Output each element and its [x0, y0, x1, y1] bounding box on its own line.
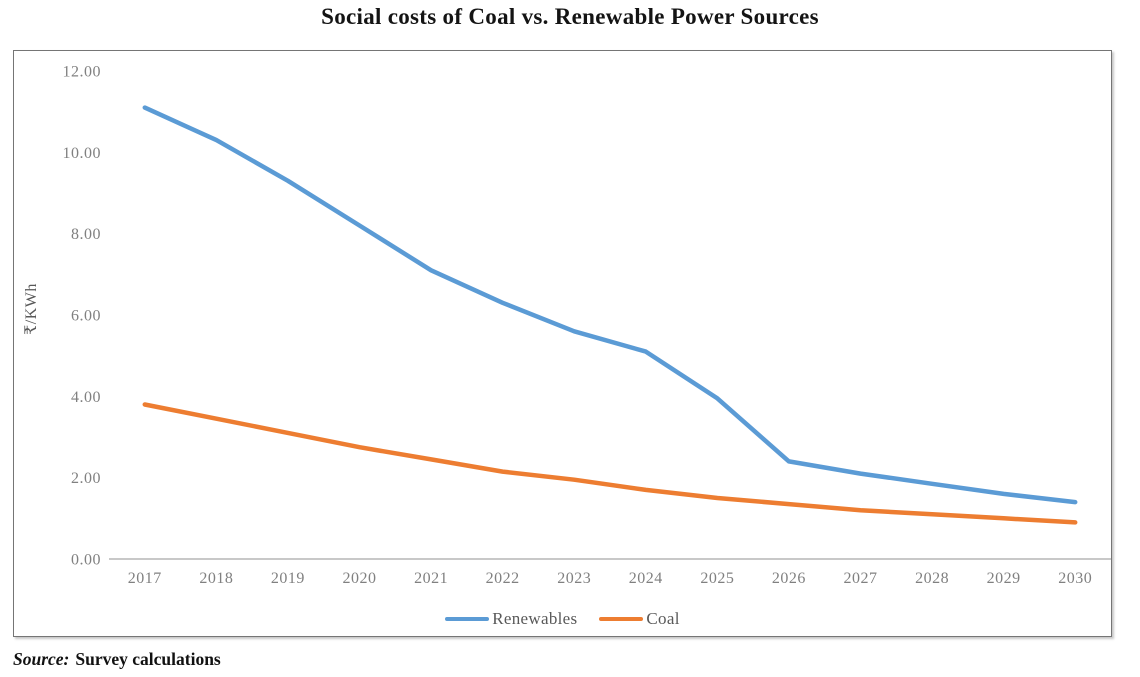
x-tick-label: 2029 — [987, 570, 1021, 587]
y-tick-label: 2.00 — [71, 470, 101, 487]
x-tick-label: 2025 — [700, 570, 734, 587]
coal-legend-label: Coal — [646, 609, 680, 628]
renewables-line-swatch — [445, 616, 490, 622]
x-tick-label: 2018 — [199, 570, 233, 587]
renewables-line — [142, 105, 1078, 505]
chart-area: 0.00 2.00 4.00 6.00 8.00 10.00 12.00 2017 2018 20… — [13, 50, 1112, 637]
x-tick-label: 2019 — [271, 570, 305, 587]
coal-line-swatch — [599, 616, 644, 622]
x-tick-label: 2027 — [844, 570, 878, 587]
x-tick-label: 2030 — [1058, 570, 1092, 587]
x-tick-label: 2020 — [343, 570, 377, 587]
chart-plot: 0.00 2.00 4.00 6.00 8.00 10.00 12.00 2017 2018 20… — [63, 64, 1111, 587]
chart-legend: Renewables Coal — [14, 609, 1111, 629]
x-tick-label: 2023 — [557, 570, 591, 587]
y-tick-label: 12.00 — [63, 64, 102, 81]
x-tick-label: 2022 — [486, 570, 520, 587]
y-tick-label: 10.00 — [63, 145, 102, 162]
y-tick-label: 6.00 — [71, 308, 101, 325]
coal-line — [142, 402, 1078, 525]
y-tick-label: 8.00 — [71, 226, 101, 243]
chart-title: Social costs of Coal vs. Renewable Power… — [321, 4, 819, 29]
x-tick-label: 2017 — [128, 570, 162, 587]
y-tick-label: 0.00 — [71, 552, 101, 569]
source-text: Survey calculations — [75, 649, 221, 669]
y-axis-title: ₹/KWh — [23, 283, 40, 335]
source-label: Source: — [13, 649, 70, 669]
y-tick-label: 4.00 — [71, 389, 101, 406]
source-caption: Source: Survey calculations — [13, 649, 221, 670]
renewables-legend-label: Renewables — [492, 609, 578, 628]
legend-item-renewables: Renewables — [445, 609, 577, 629]
x-tick-label: 2021 — [414, 570, 448, 587]
x-tick-label: 2026 — [772, 570, 806, 587]
x-tick-label: 2024 — [629, 570, 663, 587]
legend-item-coal: Coal — [599, 609, 679, 629]
x-tick-label: 2028 — [915, 570, 949, 587]
